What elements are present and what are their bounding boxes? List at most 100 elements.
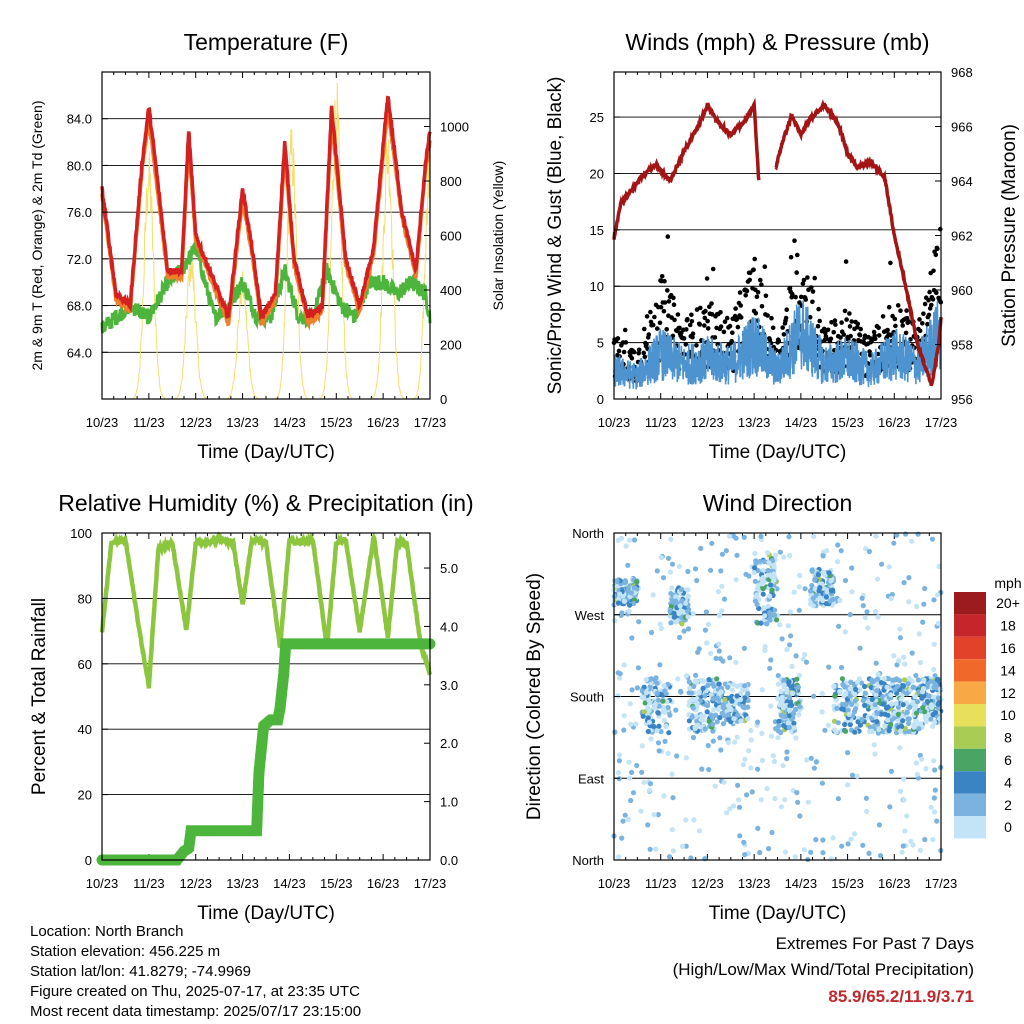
direction-point — [617, 591, 623, 597]
direction-point — [725, 739, 732, 746]
direction-point — [784, 647, 790, 653]
direction-point — [822, 572, 828, 578]
gust-point — [832, 318, 838, 323]
direction-point — [790, 711, 797, 717]
direction-point — [839, 706, 845, 712]
gust-point — [715, 342, 720, 347]
direction-point — [685, 608, 691, 614]
direction-point — [872, 702, 878, 708]
direction-point — [756, 605, 762, 612]
gust-point — [833, 322, 838, 327]
x-tick-label: 10/23 — [86, 415, 119, 430]
gust-point — [934, 290, 939, 296]
legend-label: 10 — [1000, 707, 1016, 723]
legend-label: 8 — [1004, 730, 1012, 746]
direction-point — [906, 575, 912, 581]
gust-point — [621, 349, 627, 355]
direction-point — [678, 688, 684, 695]
gust-point — [646, 332, 652, 337]
direction-point — [860, 842, 866, 848]
y-tick-label: 80 — [78, 591, 92, 606]
direction-point — [653, 846, 659, 852]
direction-point — [685, 568, 691, 575]
direction-point — [671, 614, 678, 620]
direction-point — [619, 835, 625, 841]
direction-point — [710, 707, 716, 713]
direction-point — [851, 709, 858, 715]
direction-point — [932, 787, 938, 793]
direction-point — [697, 828, 703, 834]
direction-point — [766, 560, 772, 566]
direction-point — [931, 795, 938, 801]
direction-point — [835, 720, 841, 726]
direction-point — [913, 760, 919, 766]
direction-point — [811, 693, 817, 699]
direction-point — [775, 673, 781, 679]
direction-point — [793, 706, 799, 713]
direction-point — [888, 595, 895, 602]
x-tick-label: 10/23 — [598, 876, 631, 891]
gust-point — [776, 338, 782, 344]
direction-point — [902, 661, 908, 667]
gust-point — [689, 319, 695, 324]
y-tick-label: 40 — [78, 722, 92, 737]
panel-winds: Winds (mph) & Pressure (mb) 10/23 11/23 12/… — [545, 29, 1020, 463]
gust-point — [801, 277, 807, 283]
direction-point — [685, 593, 691, 599]
x-tick-label: 12/23 — [179, 876, 212, 891]
legend-swatch — [954, 681, 986, 704]
direction-point — [897, 728, 904, 734]
x-tick-label: 16/23 — [878, 415, 911, 430]
direction-point — [772, 607, 778, 613]
direction-point — [898, 696, 904, 702]
gust-point — [765, 313, 770, 318]
gust-point — [888, 260, 893, 266]
direction-point — [776, 718, 782, 724]
direction-point — [932, 710, 939, 716]
gust-point — [816, 306, 821, 312]
location-text: Location: North Branch — [30, 923, 184, 940]
direction-point — [923, 718, 929, 725]
direction-point — [643, 677, 649, 683]
direction-point — [629, 769, 635, 776]
y-axis-label-left: Percent & Total Rainfall — [29, 598, 50, 795]
direction-point — [667, 569, 674, 575]
direction-point — [704, 640, 710, 646]
gust-point — [642, 354, 648, 360]
direction-point — [862, 690, 868, 696]
y-tick-label: 72.0 — [67, 252, 92, 267]
direction-point — [660, 575, 667, 581]
direction-point — [908, 838, 914, 844]
direction-point — [781, 554, 787, 560]
direction-point — [698, 545, 704, 552]
direction-point — [648, 629, 655, 636]
gust-point — [810, 299, 815, 305]
direction-point — [702, 726, 708, 732]
x-tick-label: 15/23 — [831, 415, 864, 430]
y-right-tick-label: 1000 — [440, 120, 469, 135]
direction-point — [748, 737, 754, 743]
direction-point — [745, 716, 751, 722]
gust-point — [872, 336, 878, 342]
direction-point — [913, 603, 920, 610]
direction-point — [710, 738, 716, 744]
direction-point — [924, 698, 931, 705]
direction-point — [727, 705, 733, 712]
direction-point — [686, 718, 693, 724]
direction-point — [705, 743, 711, 749]
direction-point — [740, 704, 746, 710]
gust-point — [929, 302, 934, 308]
direction-point — [661, 683, 667, 689]
direction-point — [695, 649, 701, 655]
direction-point — [713, 712, 719, 718]
y-axis-label-right: Solar Insolation (Yellow) — [490, 161, 506, 311]
gust-point — [677, 325, 682, 331]
direction-point — [748, 765, 754, 771]
direction-point — [746, 748, 752, 754]
direction-point — [667, 712, 673, 718]
gust-point — [684, 327, 689, 332]
direction-point — [720, 658, 726, 664]
y-tick-label: 80.0 — [67, 158, 92, 173]
gust-point — [623, 340, 629, 345]
direction-point — [645, 822, 651, 828]
